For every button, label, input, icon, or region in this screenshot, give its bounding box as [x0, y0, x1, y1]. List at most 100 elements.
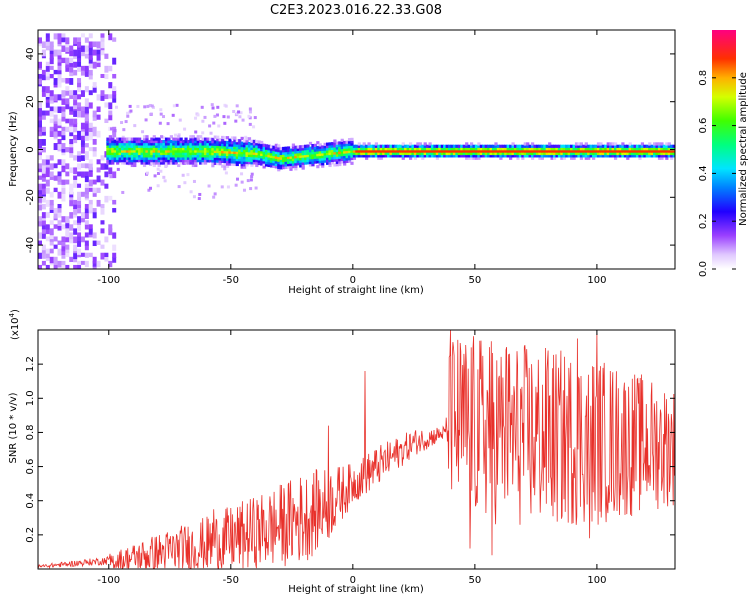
spectrogram-cell	[96, 199, 101, 207]
spectrogram-cell	[184, 149, 188, 153]
spectrogram-cell	[221, 145, 225, 149]
spectrogram-cell	[100, 94, 105, 101]
spectrogram-cell	[582, 147, 586, 151]
spectrogram-cell	[653, 154, 657, 158]
spectrogram-cell	[494, 154, 498, 158]
spectrogram-cell	[61, 195, 66, 202]
spectrogram-cell	[116, 144, 120, 148]
spectrogram-cell	[584, 147, 588, 151]
spectrogram-cell	[57, 159, 62, 165]
spectrogram-cell	[311, 163, 315, 167]
spectrogram-cell	[257, 161, 261, 166]
spectrogram-cell	[112, 73, 117, 79]
y-exponent-suffix: )	[10, 309, 21, 313]
spectrogram-cell	[198, 192, 202, 196]
spectrogram-cell	[216, 135, 220, 139]
spectrogram-cell	[73, 118, 78, 125]
spectrogram-cell	[413, 151, 418, 156]
spectrogram-cell	[474, 151, 479, 156]
spectrogram-cell	[65, 78, 70, 84]
spectrogram-cell	[340, 143, 344, 147]
spectrogram-cell	[504, 154, 508, 158]
spectrogram-cell	[152, 149, 156, 153]
spectrogram-cell	[557, 147, 562, 151]
spectrogram-cell	[333, 163, 337, 167]
spectrogram-cell	[247, 146, 252, 150]
spectrogram-cell	[145, 147, 149, 151]
spectrogram-cell	[582, 149, 586, 153]
spectrogram-cell	[570, 144, 574, 148]
spectrogram-cell	[533, 151, 537, 156]
spectrogram-cell	[577, 142, 581, 146]
spectrogram-cell	[57, 191, 62, 199]
spectrogram-cell	[54, 269, 58, 276]
spectrogram-cell	[92, 138, 97, 145]
spectrogram-cell	[479, 154, 483, 158]
spectrogram-cell	[191, 154, 195, 158]
spectrogram-cell	[428, 147, 432, 151]
spectrogram-cell	[120, 139, 125, 144]
spectrogram-cell	[635, 151, 640, 156]
spectrogram-cell	[291, 165, 296, 169]
spectrogram-cell	[135, 156, 139, 160]
spectrogram-cell	[267, 154, 271, 158]
spectrogram-cell	[104, 118, 109, 124]
spectrogram-cell	[57, 260, 62, 268]
spectrogram-cell	[57, 37, 62, 45]
spectrogram-cell	[396, 147, 400, 151]
spectrogram-cell	[57, 175, 62, 183]
spectrogram-cell	[282, 151, 286, 155]
spectrogram-cell	[169, 147, 173, 151]
spectrogram-cell	[252, 161, 256, 165]
spectrogram-cell	[152, 147, 156, 151]
spectrogram-cell	[657, 156, 662, 160]
spectrogram-cell	[53, 143, 58, 151]
spectrogram-cell	[73, 102, 78, 110]
spectrogram-cell	[264, 151, 269, 155]
spectrogram-cell	[321, 154, 325, 159]
spectrogram-cell	[69, 232, 74, 240]
spectrogram-cell	[401, 156, 405, 160]
spectrogram-cell	[57, 82, 62, 88]
bottom-y-axis-ticks: 0.20.40.60.81.01.2	[25, 356, 675, 543]
spectrogram-cell	[430, 149, 435, 153]
spectrogram-cell	[653, 149, 657, 153]
spectrogram-cell	[216, 142, 220, 147]
spectrogram-cell	[164, 161, 169, 165]
spectrogram-cell	[618, 147, 623, 151]
spectrogram-cell	[538, 144, 542, 148]
spectrogram-cell	[150, 142, 154, 146]
spectrogram-cell	[435, 144, 440, 148]
spectrogram-cell	[430, 154, 435, 158]
spectrogram-cell	[216, 149, 220, 154]
spectrogram-cell	[221, 140, 225, 144]
spectrogram-cell	[45, 37, 50, 42]
spectrogram-cell	[562, 156, 566, 160]
spectrogram-cell	[216, 105, 220, 109]
spectrogram-cell	[73, 90, 78, 95]
spectrogram-cell	[88, 41, 93, 48]
spectrogram-cell	[123, 156, 127, 160]
spectrogram-cell	[186, 149, 191, 153]
spectrogram-cell	[92, 49, 97, 56]
spectrogram-cell	[61, 264, 66, 269]
spectrogram-cell	[160, 144, 164, 148]
spectrogram-cell	[279, 147, 283, 151]
spectrogram-cell	[413, 144, 418, 148]
spectrogram-cell	[69, 183, 74, 191]
spectrogram-cell	[41, 163, 46, 169]
spectrogram-cell	[150, 161, 154, 165]
spectrogram-cell	[655, 142, 659, 146]
spectrogram-cell	[445, 149, 449, 153]
spectrogram-cell	[501, 154, 505, 158]
spectrogram-cell	[340, 157, 344, 162]
spectrogram-cell	[196, 147, 200, 151]
spectrogram-cell	[106, 147, 110, 151]
spectrogram-cell	[69, 147, 74, 154]
spectrogram-cell	[450, 149, 454, 153]
spectrogram-cell	[238, 155, 242, 160]
spectrogram-cell	[184, 139, 188, 144]
spectrogram-cell	[38, 232, 42, 239]
spectrogram-cell	[230, 153, 235, 157]
spectrogram-cell	[172, 156, 176, 160]
